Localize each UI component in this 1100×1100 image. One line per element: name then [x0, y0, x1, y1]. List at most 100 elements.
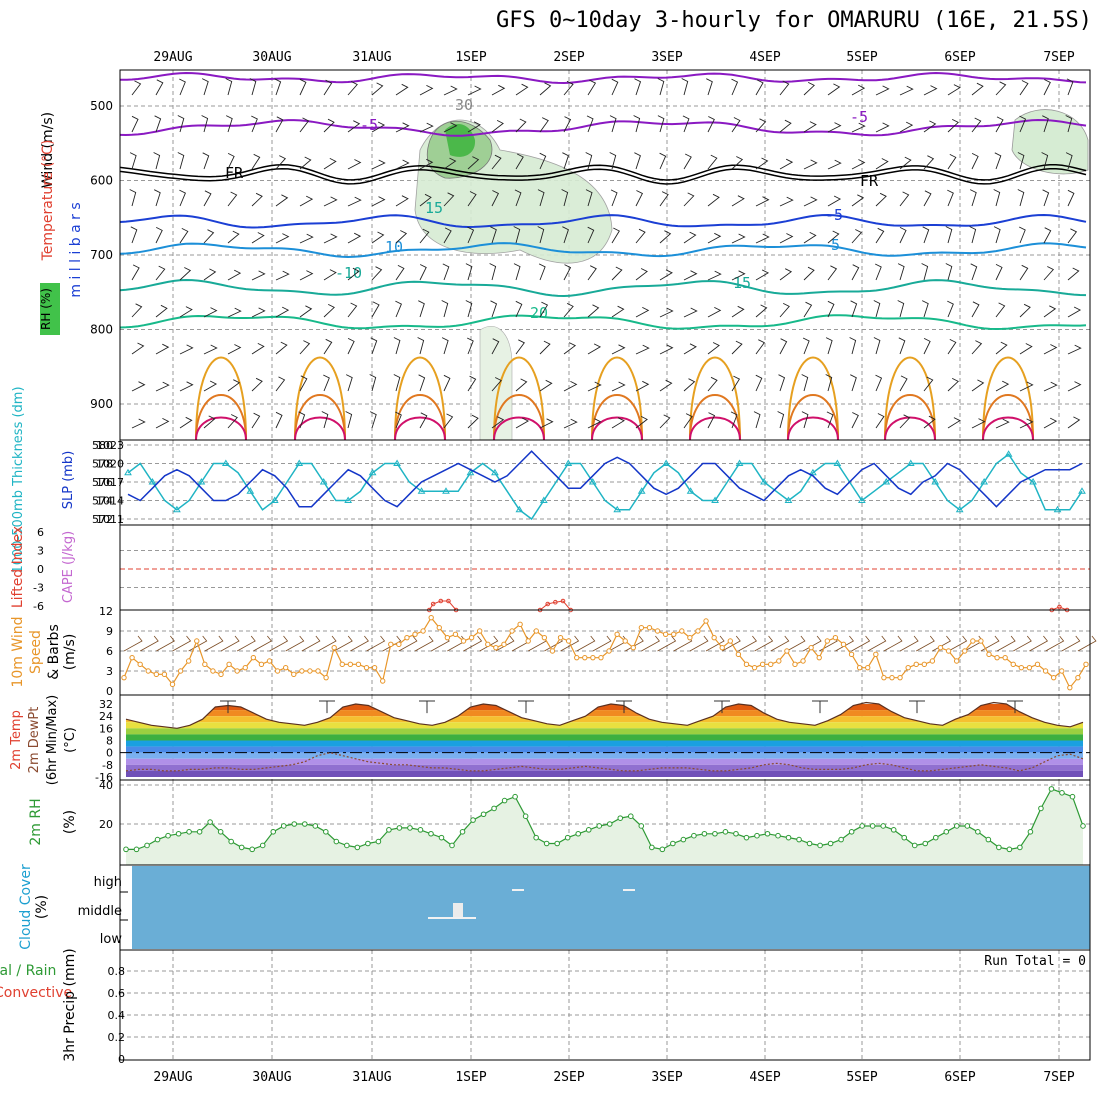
wind-speed-marker [234, 668, 240, 674]
wind-barb [947, 338, 957, 355]
wind-barb [634, 152, 641, 170]
wind-speed-marker [630, 644, 636, 651]
wind-barb [371, 301, 380, 318]
wind-speed-marker [881, 674, 887, 681]
wind10m-axis-label: (m/s) [62, 634, 78, 671]
wind-barb [875, 374, 883, 392]
rh-marker [270, 829, 277, 835]
wind-speed-marker [460, 638, 467, 644]
wind-barb [779, 80, 790, 96]
rh-marker [806, 840, 813, 847]
wind-barb [513, 263, 521, 281]
thickness-marker [197, 478, 206, 485]
wind-barb [659, 379, 673, 392]
wind-barb [585, 189, 593, 207]
pressure-axis-label: m i l l i b a r s [68, 202, 84, 297]
wind-barb [899, 226, 907, 244]
rh-marker [691, 832, 697, 839]
wind-barb [801, 411, 809, 429]
li-axis-label: Lifted Index [10, 526, 26, 608]
wind-barb [491, 338, 500, 355]
wind-barb [875, 158, 889, 170]
wind-speed-marker [978, 638, 984, 644]
wind-barb [395, 264, 405, 281]
wind-barb [995, 263, 1003, 281]
surface-wind-barb [948, 635, 968, 652]
li-marker [446, 598, 451, 604]
precip-tick: 0.2 [108, 1031, 126, 1044]
wind-speed-marker [679, 628, 685, 634]
rh-marker [238, 844, 245, 851]
wind-barb [227, 152, 235, 170]
wind-barb [418, 374, 426, 392]
wind-barb [993, 189, 1001, 207]
wind-barb [755, 304, 768, 318]
wind-barb [179, 78, 186, 96]
thickness-marker [368, 468, 377, 476]
isotherm-label: 30 [455, 96, 473, 114]
rh-marker [1048, 786, 1055, 792]
li-marker [430, 601, 436, 607]
li-tick: 6 [37, 526, 44, 539]
surface-wind-barb [366, 635, 386, 652]
wind-barb [707, 116, 715, 133]
temp-axis-label: (°C) [63, 727, 78, 753]
wind-barb [227, 307, 242, 318]
cloud-high-bar [623, 889, 635, 891]
rh-marker [775, 832, 781, 839]
wind-speed-marker [210, 668, 216, 674]
rh-marker [217, 829, 224, 835]
rh-marker [417, 827, 424, 833]
wind-barb [203, 344, 218, 355]
isotherm-lobe [493, 356, 545, 441]
isotherm-label: -5 [850, 108, 868, 126]
wind-barb [443, 157, 457, 170]
rh-marker [512, 793, 518, 800]
wind-speed-marker [921, 661, 928, 668]
wind-speed-marker [436, 624, 442, 631]
wind-tick: 3 [106, 665, 113, 678]
rh-marker [817, 842, 823, 849]
cloud-axis-label: (%) [34, 895, 50, 919]
thickness-marker [1029, 478, 1037, 485]
wind-speed-marker [614, 631, 620, 638]
wind-barb [659, 152, 667, 170]
precip-tick: 0.4 [108, 1009, 126, 1022]
wind-barb [635, 268, 648, 281]
wind-barb [1019, 343, 1033, 355]
precip-legend-convective: Convective [0, 985, 72, 1001]
wind-barb [1018, 226, 1026, 244]
minmax-bar [319, 700, 335, 714]
thickness-marker [662, 459, 671, 466]
wind-barb [923, 415, 936, 429]
wind-speed-marker [404, 634, 410, 641]
surface-wind-barb [220, 635, 240, 652]
cloud-low-bar [428, 917, 476, 919]
cloud-level-label: middle [78, 904, 122, 919]
surface-wind-barb [1045, 635, 1065, 652]
wind-barb [491, 154, 502, 170]
surface-wind-barb [641, 635, 660, 652]
wind-tick: 9 [106, 625, 113, 638]
wind-barb [803, 231, 817, 244]
wind-barb [731, 117, 741, 133]
wind-barb [753, 411, 761, 429]
wind-barb [345, 374, 353, 392]
wind-barb [635, 306, 650, 318]
wind-speed-marker [565, 638, 572, 644]
rh-marker [596, 823, 603, 829]
wind-speed-marker [1050, 674, 1057, 681]
wind-barb [419, 264, 427, 281]
wind-barb [707, 154, 718, 170]
wind-speed-marker [816, 654, 822, 661]
wind-barb [707, 412, 716, 429]
surface-wind-barb [705, 635, 725, 652]
wind-barb [1067, 267, 1080, 281]
surface-wind-barb [1061, 635, 1081, 652]
isotherm [119, 242, 1087, 259]
wind-speed-marker [662, 631, 669, 638]
wind-barb [993, 226, 1001, 244]
wind-barb [1042, 189, 1050, 207]
isotherm-lobe [884, 416, 936, 441]
rh-marker [323, 829, 329, 835]
